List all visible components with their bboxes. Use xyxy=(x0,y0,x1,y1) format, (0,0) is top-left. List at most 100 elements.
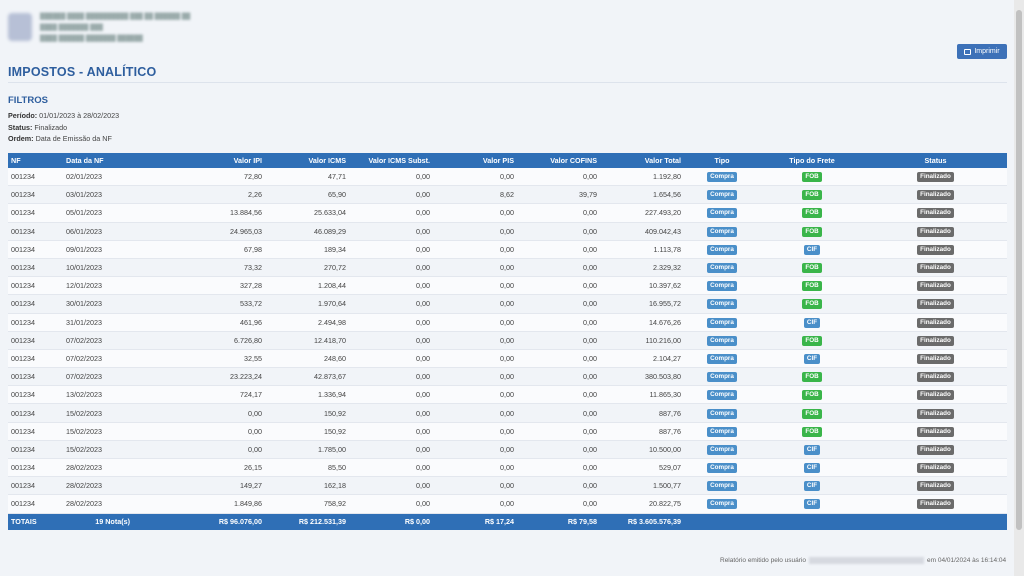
totals-label: TOTAIS xyxy=(8,513,63,530)
tipo-badge: Compra xyxy=(707,499,737,510)
cell-valor-cofins: 0,00 xyxy=(517,240,600,259)
status-badge: Finalizado xyxy=(917,481,954,492)
cell-status: Finalizado xyxy=(864,476,1007,496)
cell-tipo: Compra xyxy=(684,203,760,223)
cell-data-nf: 06/01/2023 xyxy=(63,222,133,241)
filter-status-label: Status: xyxy=(8,123,33,132)
cell-tipo-frete: CIF xyxy=(760,458,864,478)
frete-badge: FOB xyxy=(802,426,822,437)
cell-valor-ipi: 461,96 xyxy=(133,313,265,332)
cell-valor-cofins: 0,00 xyxy=(517,367,600,387)
cell-tipo: Compra xyxy=(684,222,760,241)
cell-valor-icms-subst: 0,00 xyxy=(349,367,433,387)
cell-tipo-frete: CIF xyxy=(760,349,864,369)
cell-status: Finalizado xyxy=(864,276,1007,296)
company-info-redacted: ██████ ████ ██████████ ███ ██ ██████ ██ █… xyxy=(40,14,191,42)
cell-valor-total: 1.500,77 xyxy=(600,476,684,496)
cell-tipo: Compra xyxy=(684,258,760,278)
col-status: Status xyxy=(864,153,1007,168)
cell-status: Finalizado xyxy=(864,258,1007,278)
table-row: 001234 15/02/2023 0,00 1.785,00 0,00 0,00 0,00… xyxy=(8,440,1007,460)
cell-status: Finalizado xyxy=(864,440,1007,460)
totals-icms: R$ 212.531,39 xyxy=(265,513,349,530)
cell-tipo-frete: CIF xyxy=(760,440,864,460)
cell-valor-total: 11.865,30 xyxy=(600,385,684,405)
report-footer: Relatório emitido pelo usuário em 04/01/2… xyxy=(720,557,1006,564)
cell-valor-icms-subst: 0,00 xyxy=(349,294,433,314)
frete-badge: CIF xyxy=(803,244,821,255)
filter-status: Status: Finalizado xyxy=(8,123,67,132)
cell-valor-cofins: 0,00 xyxy=(517,313,600,332)
status-badge: Finalizado xyxy=(917,335,954,346)
cell-tipo-frete: FOB xyxy=(760,385,864,405)
table-row: 001234 28/02/2023 26,15 85,50 0,00 0,00 0,00 52… xyxy=(8,458,1007,478)
cell-valor-cofins: 0,00 xyxy=(517,458,600,478)
cell-valor-ipi: 533,72 xyxy=(133,294,265,314)
cell-tipo: Compra xyxy=(684,185,760,205)
table-row: 001234 03/01/2023 2,26 65,90 0,00 8,62 39,79 1.… xyxy=(8,185,1007,205)
title-divider xyxy=(8,82,1007,83)
page-title: IMPOSTOS - ANALÍTICO xyxy=(8,65,157,79)
cell-tipo: Compra xyxy=(684,349,760,369)
cell-valor-cofins: 0,00 xyxy=(517,276,600,296)
cell-valor-pis: 0,00 xyxy=(433,258,517,278)
cell-valor-ipi: 149,27 xyxy=(133,476,265,496)
tipo-badge: Compra xyxy=(707,299,737,310)
filter-order-value: Data de Emissão da NF xyxy=(35,134,112,143)
cell-valor-icms: 46.089,29 xyxy=(265,222,349,241)
cell-valor-pis: 0,00 xyxy=(433,367,517,387)
cell-valor-total: 20.822,75 xyxy=(600,494,684,514)
status-badge: Finalizado xyxy=(917,390,954,401)
cell-valor-pis: 0,00 xyxy=(433,476,517,496)
cell-valor-total: 380.503,80 xyxy=(600,367,684,387)
cell-valor-icms-subst: 0,00 xyxy=(349,185,433,205)
cell-valor-total: 409.042,43 xyxy=(600,222,684,241)
status-badge: Finalizado xyxy=(917,172,954,183)
filter-period-value: 01/01/2023 à 28/02/2023 xyxy=(39,111,120,120)
cell-tipo: Compra xyxy=(684,385,760,405)
filter-order-label: Ordem: xyxy=(8,134,34,143)
cell-valor-icms-subst: 0,00 xyxy=(349,385,433,405)
print-button[interactable]: Imprimir xyxy=(957,44,1007,59)
status-badge: Finalizado xyxy=(917,499,954,510)
cell-valor-pis: 0,00 xyxy=(433,240,517,259)
totals-total: R$ 3.605.576,39 xyxy=(600,513,684,530)
tipo-badge: Compra xyxy=(707,226,737,237)
cell-nf: 001234 xyxy=(8,458,63,478)
cell-valor-total: 1.113,78 xyxy=(600,240,684,259)
cell-valor-ipi: 67,98 xyxy=(133,240,265,259)
frete-badge: FOB xyxy=(802,226,822,237)
tipo-badge: Compra xyxy=(707,208,737,219)
table-row: 001234 02/01/2023 72,80 47,71 0,00 0,00 0,00 1.… xyxy=(8,168,1007,187)
print-button-label: Imprimir xyxy=(974,48,1000,55)
cell-valor-total: 10.397,62 xyxy=(600,276,684,296)
cell-status: Finalizado xyxy=(864,403,1007,423)
cell-status: Finalizado xyxy=(864,422,1007,441)
col-valor-total: Valor Total xyxy=(600,153,684,168)
col-nf: NF xyxy=(8,153,63,168)
table-row: 001234 12/01/2023 327,28 1.208,44 0,00 0,00 0,… xyxy=(8,276,1007,296)
cell-valor-pis: 8,62 xyxy=(433,185,517,205)
status-badge: Finalizado xyxy=(917,190,954,201)
col-valor-icms: Valor ICMS xyxy=(265,153,349,168)
cell-tipo: Compra xyxy=(684,294,760,314)
tipo-badge: Compra xyxy=(707,408,737,419)
table-header-row: NF Data da NF Valor IPI Valor ICMS Valor… xyxy=(8,153,1007,168)
cell-status: Finalizado xyxy=(864,331,1007,350)
cell-valor-icms: 1.208,44 xyxy=(265,276,349,296)
col-valor-cofins: Valor COFINS xyxy=(517,153,600,168)
col-valor-ipi: Valor IPI xyxy=(133,153,265,168)
cell-status: Finalizado xyxy=(864,494,1007,514)
cell-tipo: Compra xyxy=(684,331,760,350)
cell-valor-cofins: 0,00 xyxy=(517,440,600,460)
vertical-scrollbar[interactable] xyxy=(1014,0,1024,576)
tipo-badge: Compra xyxy=(707,481,737,492)
cell-valor-cofins: 0,00 xyxy=(517,168,600,187)
cell-valor-cofins: 0,00 xyxy=(517,258,600,278)
status-badge: Finalizado xyxy=(917,208,954,219)
printer-icon xyxy=(964,48,972,55)
totals-count: 19 Nota(s) xyxy=(63,513,133,530)
scrollbar-thumb[interactable] xyxy=(1016,10,1022,530)
cell-valor-ipi: 2,26 xyxy=(133,185,265,205)
cell-valor-cofins: 0,00 xyxy=(517,349,600,369)
